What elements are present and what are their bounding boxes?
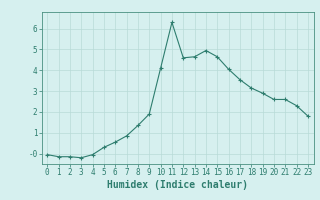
X-axis label: Humidex (Indice chaleur): Humidex (Indice chaleur) bbox=[107, 180, 248, 190]
